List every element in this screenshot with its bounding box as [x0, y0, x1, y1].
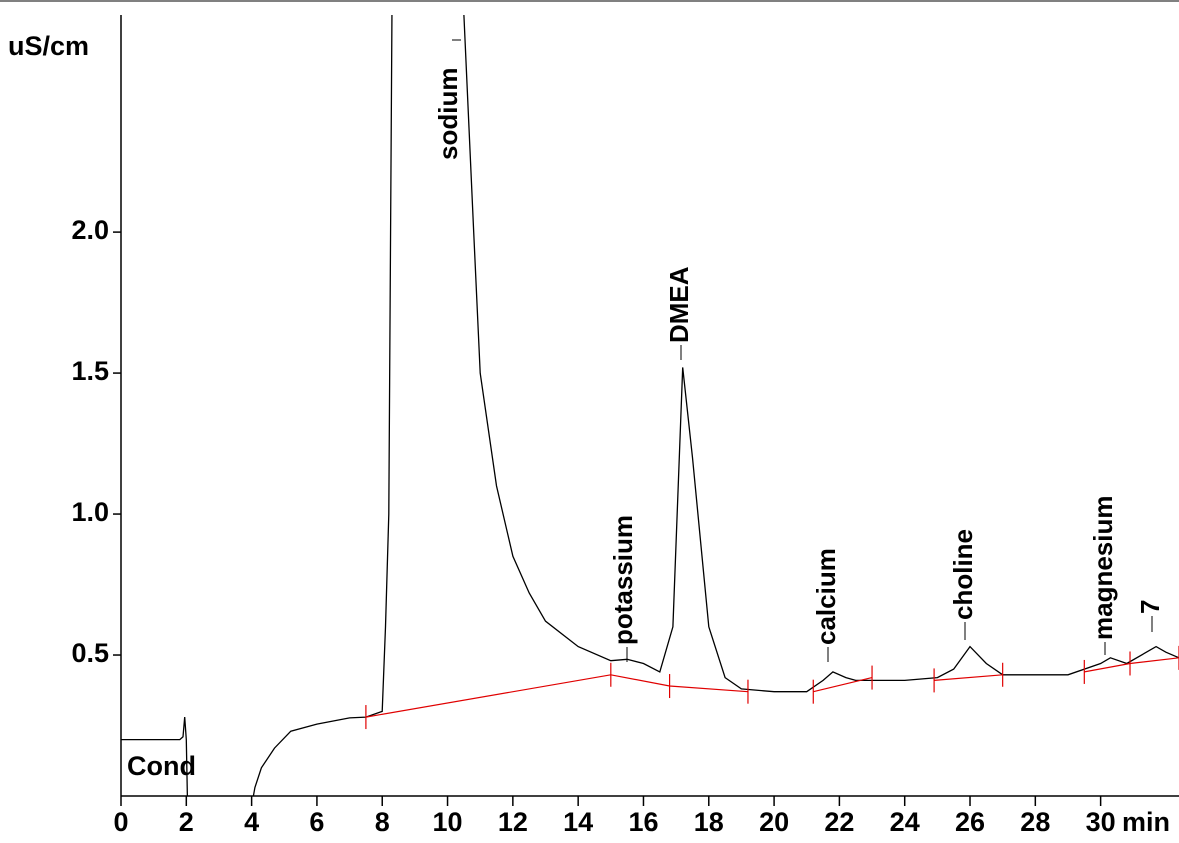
x-axis-label: min — [1122, 807, 1170, 837]
x-tick-label: 28 — [1020, 807, 1050, 837]
y-axis-label: uS/cm — [8, 31, 89, 61]
x-tick-label: 22 — [824, 807, 854, 837]
x-tick-label: 14 — [563, 807, 593, 837]
x-tick-label: 10 — [433, 807, 463, 837]
y-tick-label: 2.0 — [71, 215, 109, 245]
x-tick-label: 8 — [375, 807, 390, 837]
x-tick-label: 16 — [628, 807, 658, 837]
x-tick-label: 12 — [498, 807, 528, 837]
x-tick-label: 2 — [179, 807, 194, 837]
channel-label: Cond — [127, 751, 196, 781]
x-tick-label: 30 — [1086, 807, 1116, 837]
plot-area — [121, 15, 1179, 796]
x-tick-label: 4 — [244, 807, 259, 837]
y-tick-label: 1.5 — [71, 356, 109, 386]
peak-label: 7 — [1135, 600, 1165, 614]
x-tick-label: 0 — [113, 807, 128, 837]
peak-label: DMEA — [664, 266, 694, 343]
x-tick-label: 26 — [955, 807, 985, 837]
peak-label: magnesium — [1088, 496, 1118, 641]
x-tick-label: 18 — [694, 807, 724, 837]
x-tick-label: 6 — [309, 807, 324, 837]
x-tick-label: 24 — [890, 807, 920, 837]
y-tick-label: 1.0 — [71, 497, 109, 527]
peak-label: sodium — [433, 68, 463, 160]
x-tick-label: 20 — [759, 807, 789, 837]
peak-label: calcium — [811, 548, 841, 645]
y-tick-label: 0.5 — [71, 638, 109, 668]
baseline — [365, 657, 1179, 718]
peak-label: potassium — [608, 515, 638, 645]
trace — [121, 15, 1179, 796]
peak-label: choline — [948, 529, 978, 620]
